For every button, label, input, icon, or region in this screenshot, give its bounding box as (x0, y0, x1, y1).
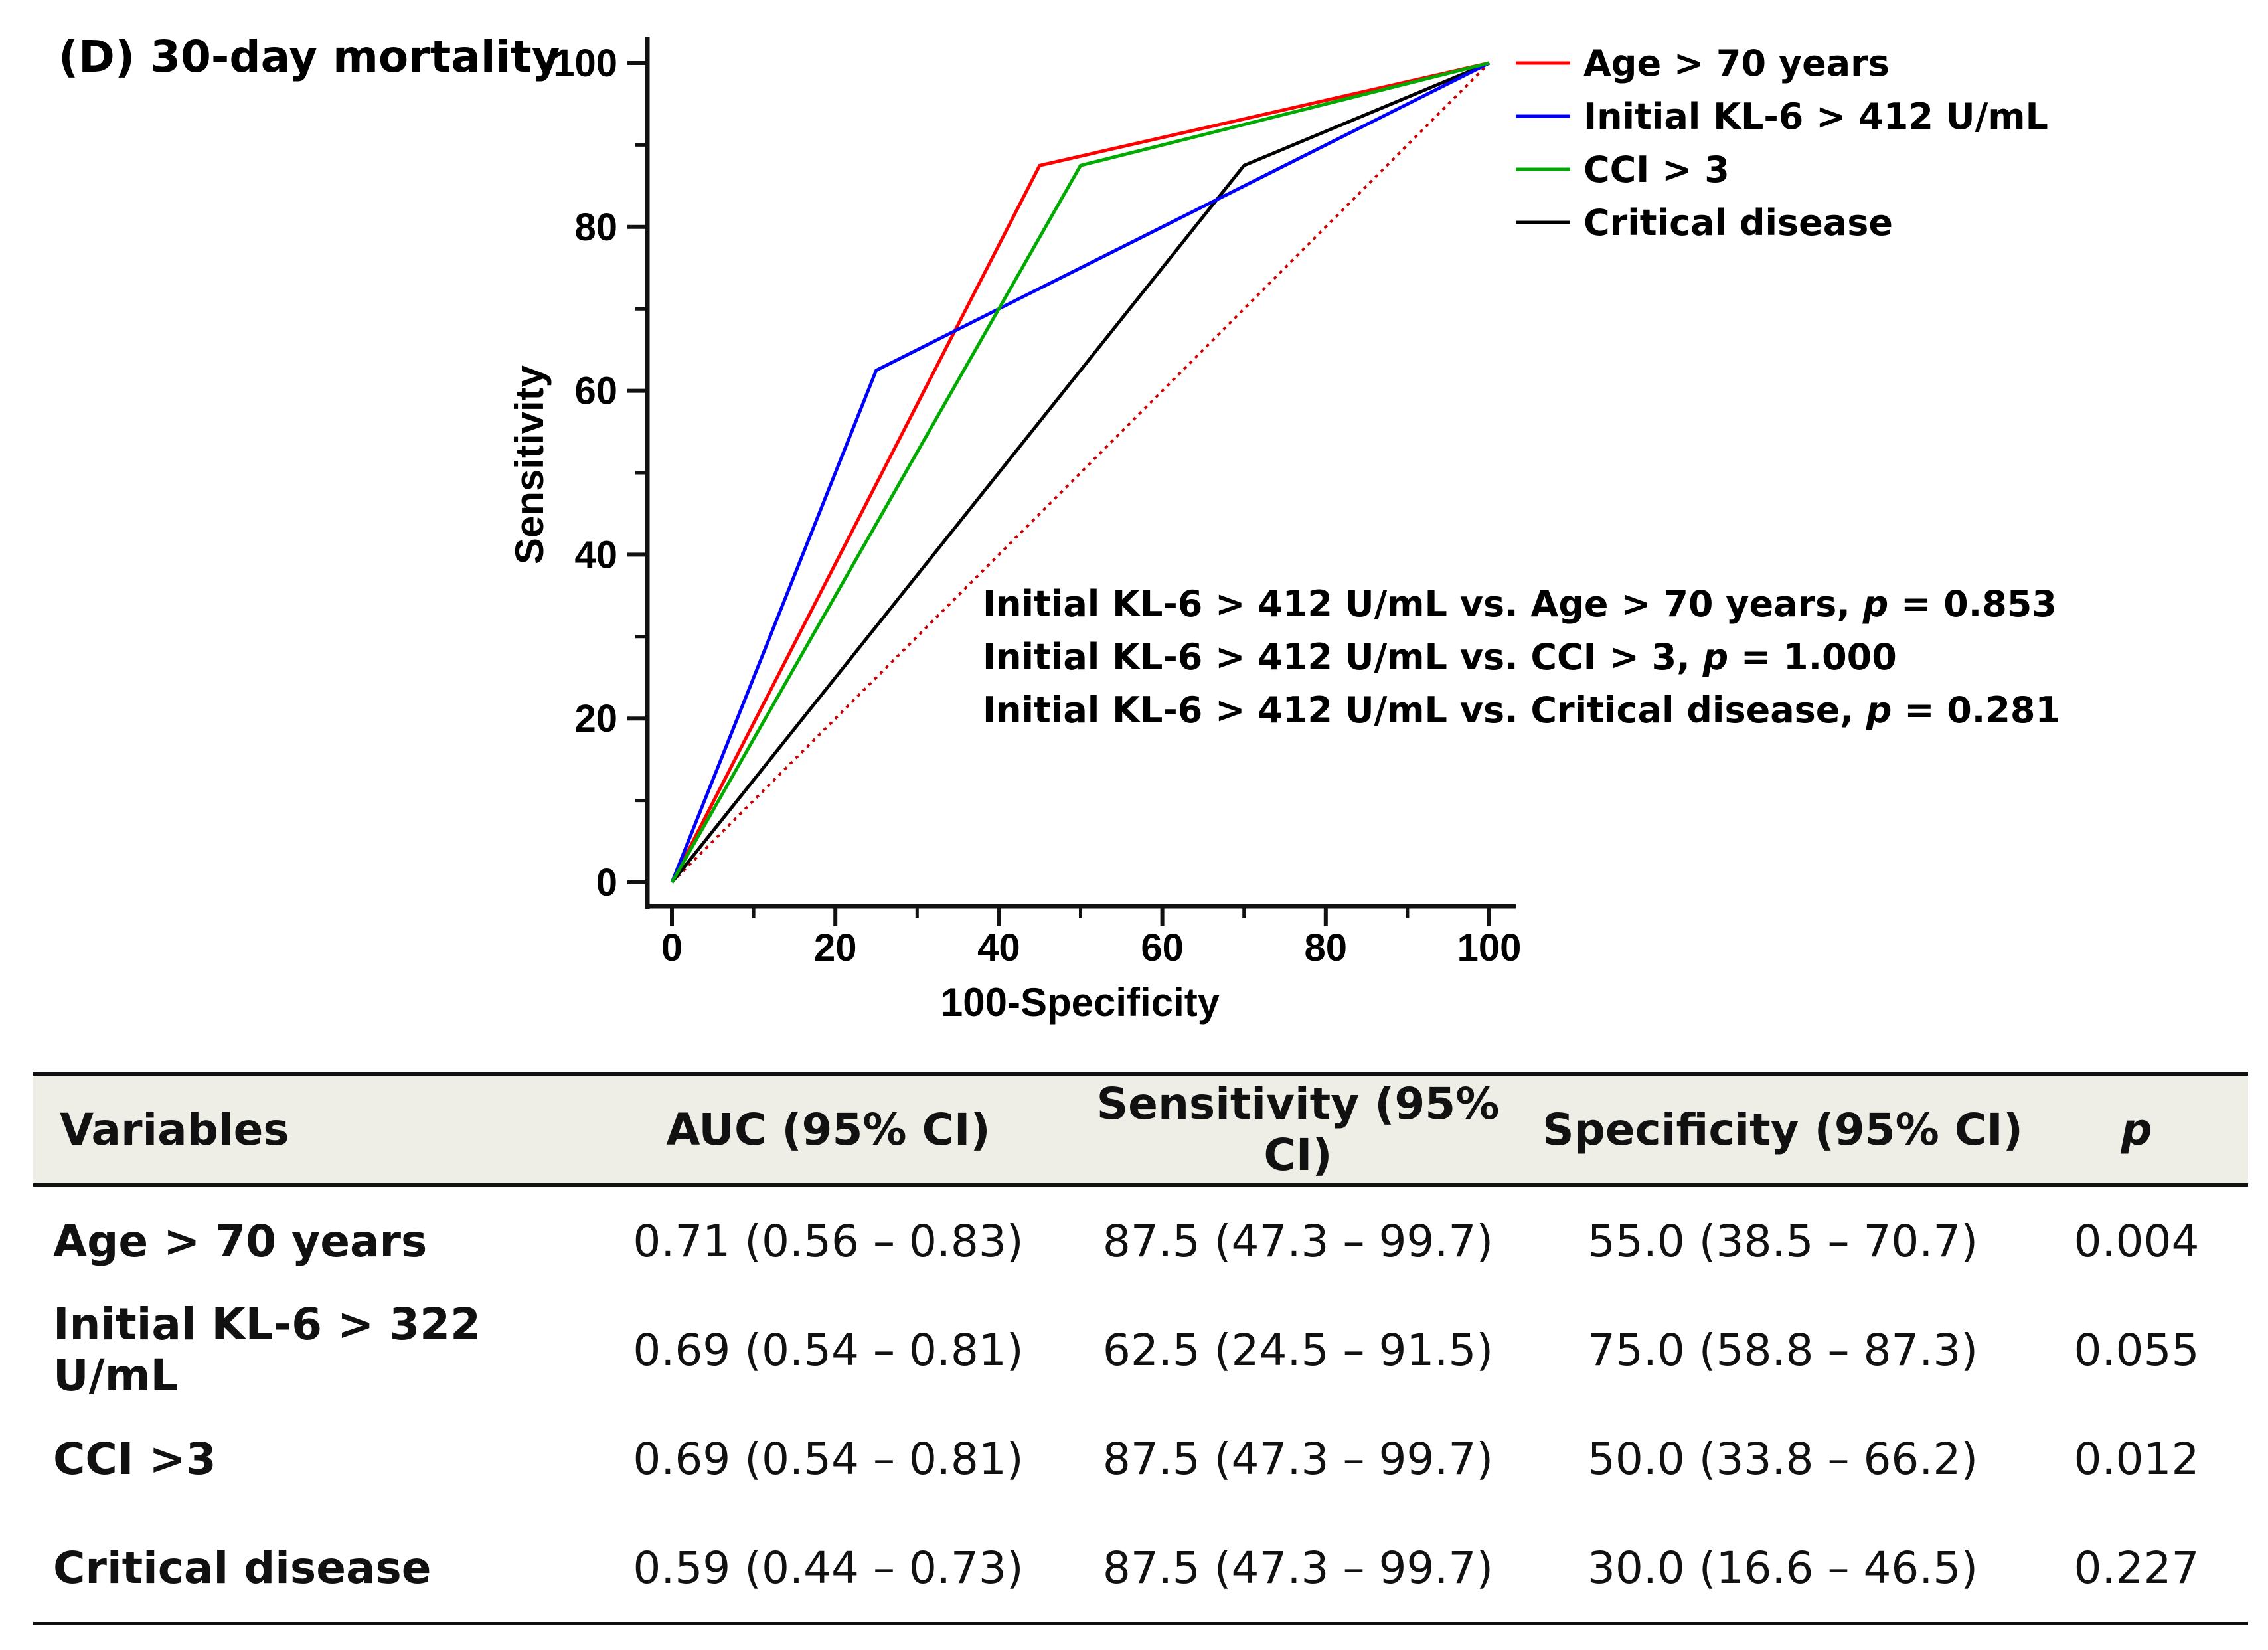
header-auc: AUC (95% CI) (601, 1072, 1056, 1187)
comparison-annotation: Initial KL-6 > 412 U/mL vs. Critical dis… (983, 689, 2060, 731)
comparison-annotation: Initial KL-6 > 412 U/mL vs. CCI > 3, p =… (983, 636, 1897, 678)
specificity-cell: 75.0 (58.8 – 87.3) (1587, 1324, 1979, 1376)
y-tick-label: 60 (574, 370, 617, 413)
auc-cell: 0.69 (0.54 – 0.81) (633, 1433, 1024, 1485)
chart-axes: 0 20 40 60 80 100 0 20 40 60 80 100 100-Specificity S… (507, 37, 1521, 1025)
sensitivity-cell: 87.5 (47.3 – 99.7) (1102, 1433, 1494, 1485)
y-tick-label: 80 (574, 206, 617, 249)
legend-label-critical: Critical disease (1583, 202, 1893, 244)
variable-cell: Age > 70 years (53, 1215, 428, 1267)
chart-legend: Age > 70 years Initial KL-6 > 412 U/mL CCI… (1516, 42, 2048, 244)
y-tick-label: 0 (596, 861, 617, 904)
roc-chart: (D) 30-day mortality 0 20 40 60 80 100 0 20 40 60… (58, 31, 2060, 1025)
x-tick-label: 20 (814, 926, 857, 969)
roc-line-cci (670, 61, 1490, 884)
table-header-row: Variables AUC (95% CI) Sensitivity (95% … (33, 1072, 2248, 1187)
y-tick-label: 100 (553, 42, 617, 85)
p-value-cell: 0.012 (2073, 1433, 2200, 1485)
roc-line-critical (671, 61, 1490, 884)
p-value-cell: 0.227 (2025, 1513, 2248, 1625)
chart-annotations: Initial KL-6 > 412 U/mL vs. Age > 70 yea… (983, 583, 2060, 731)
legend-label-age: Age > 70 years (1583, 42, 1890, 84)
auc-cell: 0.71 (0.56 – 0.83) (633, 1215, 1024, 1267)
x-tick-label: 80 (1305, 926, 1348, 969)
comparison-annotation: Initial KL-6 > 412 U/mL vs. Age > 70 yea… (983, 583, 2057, 625)
x-tick-label: 60 (1141, 926, 1184, 969)
specificity-cell: 30.0 (16.6 – 46.5) (1540, 1513, 2025, 1625)
variable-cell: Initial KL-6 > 322 U/mL (53, 1299, 481, 1401)
y-axis-label: Sensitivity (507, 365, 552, 564)
results-table: Variables AUC (95% CI) Sensitivity (95% … (33, 1072, 2248, 1625)
p-value-cell: 0.004 (2073, 1215, 2200, 1267)
panel-title: (D) 30-day mortality (58, 31, 560, 82)
y-tick-label: 20 (574, 697, 617, 740)
reference-line-group (671, 62, 1491, 884)
x-tick-label: 40 (977, 926, 1020, 969)
sensitivity-cell: 87.5 (47.3 – 99.7) (1056, 1513, 1540, 1625)
x-tick-label: 0 (661, 926, 683, 969)
x-axis-label: 100-Specificity (941, 980, 1220, 1025)
table-row: Age > 70 years 0.71 (0.56 – 0.83) 87.5 (… (33, 1185, 2248, 1296)
reference-line (671, 62, 1491, 884)
table-row: Critical disease 0.59 (0.44 – 0.73) 87.5… (33, 1513, 2248, 1625)
header-variables: Variables (33, 1072, 601, 1187)
table-row: Initial KL-6 > 322 U/mL 0.69 (0.54 – 0.8… (33, 1295, 2248, 1404)
legend-label-cci: CCI > 3 (1583, 149, 1730, 191)
variable-cell: Critical disease (33, 1513, 601, 1625)
x-tick-label: 100 (1457, 926, 1522, 969)
roc-line-age (670, 61, 1490, 884)
specificity-cell: 55.0 (38.5 – 70.7) (1587, 1215, 1979, 1267)
header-sensitivity: Sensitivity (95% CI) (1056, 1072, 1540, 1187)
auc-cell: 0.69 (0.54 – 0.81) (633, 1324, 1024, 1376)
y-tick-label: 40 (574, 533, 617, 576)
variable-cell: CCI >3 (53, 1433, 216, 1485)
auc-cell: 0.59 (0.44 – 0.73) (601, 1513, 1056, 1625)
header-specificity: Specificity (95% CI) (1540, 1072, 2025, 1187)
series-lines (670, 61, 1491, 884)
header-p-value: p (2025, 1072, 2248, 1187)
p-value-cell: 0.055 (2073, 1324, 2200, 1376)
roc-line-kl6 (670, 61, 1491, 883)
sensitivity-cell: 62.5 (24.5 – 91.5) (1102, 1324, 1494, 1376)
table-row: CCI >3 0.69 (0.54 – 0.81) 87.5 (47.3 – 9… (33, 1404, 2248, 1513)
sensitivity-cell: 87.5 (47.3 – 99.7) (1102, 1215, 1494, 1267)
legend-label-kl6: Initial KL-6 > 412 U/mL (1583, 96, 2048, 137)
specificity-cell: 50.0 (33.8 – 66.2) (1587, 1433, 1979, 1485)
